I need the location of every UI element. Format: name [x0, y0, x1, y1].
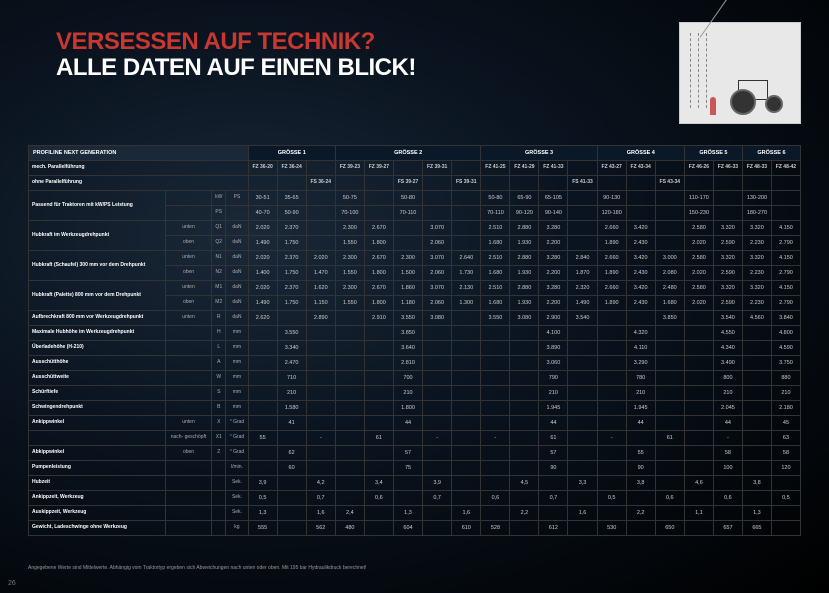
group-3: GRÖSSE 3 — [481, 146, 597, 161]
row-label: Hubzeit — [29, 476, 166, 491]
mech-row: mech. Parallelführung FZ 36-20FZ 36-24 F… — [29, 161, 801, 176]
row-label: Auskippzeit, Werkzeug — [29, 506, 166, 521]
table-row: AusschüttweiteWmm710700790780800880 — [29, 371, 801, 386]
group-6: GRÖSSE 6 — [742, 146, 800, 161]
table-row: Pumpenleistungl/min.60759090100120 — [29, 461, 801, 476]
row-label: Aufbrechkraft 800 mm vor Werkzeugdrehpun… — [29, 311, 166, 326]
row-label: Hubkraft (Palette) 800 mm vor dem Drehpu… — [29, 281, 166, 311]
row-label: Gewicht, Ladeschwinge ohne Werkzeug — [29, 521, 166, 536]
group-5: GRÖSSE 5 — [684, 146, 742, 161]
table-row: Gewicht, Ladeschwinge ohne Werkzeugkg555… — [29, 521, 801, 536]
table-row: nach- geschöpftX1° Grad55-61--61-61-63 — [29, 431, 801, 446]
row-label: Ankippzeit, Werkzeug — [29, 491, 166, 506]
row-label: Schürftiefe — [29, 386, 166, 401]
table-row: HubzeitSek.3,94,23,43,94,53,33,84,63,8 — [29, 476, 801, 491]
row-label: Hubkraft (Schaufel) 300 mm vor dem Drehp… — [29, 251, 166, 281]
profiline-header: PROFILINE NEXT GENERATION — [29, 146, 249, 161]
table-row: Maximale Hubhöhe im WerkzeugdrehpunktHmm… — [29, 326, 801, 341]
table-row: Ankippzeit, WerkzeugSek.0,50,70,60,70,60… — [29, 491, 801, 506]
row-label: Hubkraft im Werkzeugdrehpunkt — [29, 221, 166, 251]
row-label: Schwingendrehpunkt — [29, 401, 166, 416]
table-row: Auskippzeit, WerkzeugSek.1,31,62,41,31,6… — [29, 506, 801, 521]
ohne-label: ohne Parallelführung — [29, 176, 249, 191]
row-label: Ausschüttweite — [29, 371, 166, 386]
group-4: GRÖSSE 4 — [597, 146, 684, 161]
row-label: Abkippwinkel — [29, 446, 166, 461]
row-label: Passend für Traktoren mit kW/PS Leistung — [29, 191, 166, 221]
row-label: Ankippwinkel — [29, 416, 166, 431]
row-label: Maximale Hubhöhe im Werkzeugdrehpunkt — [29, 326, 166, 341]
row-label: Ausschütthöhe — [29, 356, 166, 371]
spec-table-wrapper: PROFILINE NEXT GENERATION GRÖSSE 1 GRÖSS… — [28, 145, 801, 536]
table-row: Aufbrechkraft 800 mm vor Werkzeugdrehpun… — [29, 311, 801, 326]
table-row: Hubkraft (Schaufel) 300 mm vor dem Drehp… — [29, 251, 801, 266]
table-row: Hubkraft (Palette) 800 mm vor dem Drehpu… — [29, 281, 801, 296]
group-header-row: PROFILINE NEXT GENERATION GRÖSSE 1 GRÖSS… — [29, 146, 801, 161]
table-row: Überladehöhe (H-210)Lmm3.3403.6403.8904.… — [29, 341, 801, 356]
table-row: Passend für Traktoren mit kW/PS Leistung… — [29, 191, 801, 206]
spec-table: PROFILINE NEXT GENERATION GRÖSSE 1 GRÖSS… — [28, 145, 801, 536]
table-row: SchwingendrehpunktBmm1.5801.8001.9451.94… — [29, 401, 801, 416]
row-label: Überladehöhe (H-210) — [29, 341, 166, 356]
group-1: GRÖSSE 1 — [248, 146, 335, 161]
table-row: Hubkraft im WerkzeugdrehpunktuntenQ1daN2… — [29, 221, 801, 236]
table-row: SchürftiefeSmm210210210210210210 — [29, 386, 801, 401]
table-row: AnkippwinkeluntenX° Grad414444444445 — [29, 416, 801, 431]
ohne-row: ohne Parallelführung FS 36-24 FS 39-27FS… — [29, 176, 801, 191]
table-row: AusschütthöheAmm2.4702.8103.0603.2903.49… — [29, 356, 801, 371]
table-row: AbkippwinkelobenZ° Grad625757555858 — [29, 446, 801, 461]
mech-label: mech. Parallelführung — [29, 161, 249, 176]
tractor-diagram — [679, 22, 801, 124]
row-label: Pumpenleistung — [29, 461, 166, 476]
group-2: GRÖSSE 2 — [335, 146, 481, 161]
row-label — [29, 431, 166, 446]
page-number: 26 — [8, 580, 16, 587]
footnote: Angegebene Werte sind Mittelwerte. Abhän… — [28, 565, 366, 572]
page: VERSESSEN AUF TECHNIK? ALLE DATEN AUF EI… — [0, 0, 829, 593]
